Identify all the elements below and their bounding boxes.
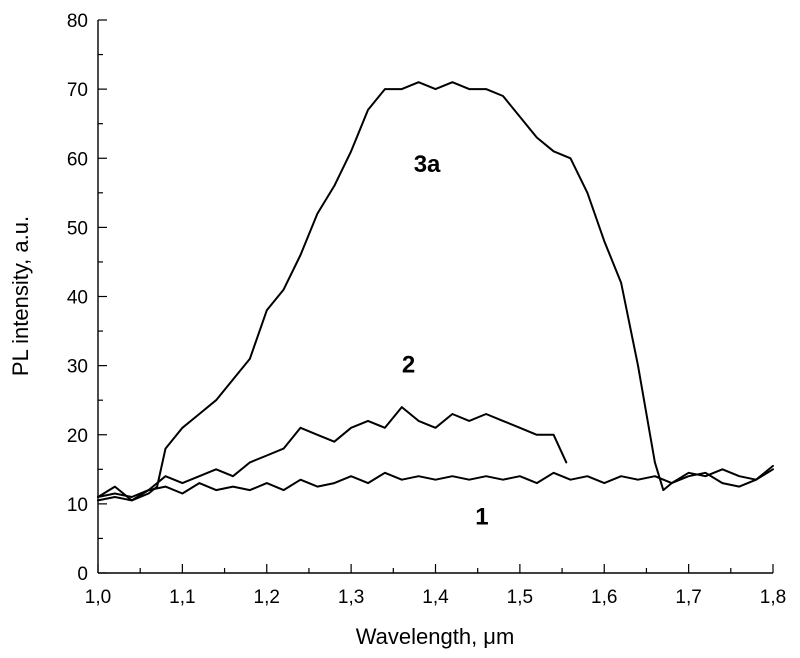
y-tick-label: 30 xyxy=(67,357,88,378)
y-tick-label: 40 xyxy=(67,288,88,309)
x-tick-label: 1,0 xyxy=(85,587,111,608)
y-tick-label: 0 xyxy=(77,564,88,585)
series-line-3a xyxy=(97,81,774,502)
y-tick-label: 10 xyxy=(67,495,88,516)
x-tick-label: 1,5 xyxy=(507,587,533,608)
y-axis-title: PL intensity, a.u. xyxy=(8,216,33,376)
x-tick-label: 1,7 xyxy=(675,587,701,608)
curve-label-3a: 3a xyxy=(414,151,441,178)
y-tick-label: 60 xyxy=(67,149,88,170)
x-axis-ticks: 1,0 1,1 1,2 1,3 1,4 1,5 1,6 1,7 1,8 xyxy=(85,564,786,608)
y-tick-label: 50 xyxy=(67,218,88,239)
x-tick-label: 1,3 xyxy=(338,587,364,608)
x-tick-label: 1,1 xyxy=(169,587,195,608)
series-line-1 xyxy=(97,468,774,502)
x-tick-label: 1,2 xyxy=(254,587,280,608)
curve-labels: 1 2 3a xyxy=(402,151,489,531)
y-tick-label: 70 xyxy=(67,80,88,101)
plot-area xyxy=(97,20,773,574)
x-tick-label: 1,6 xyxy=(591,587,617,608)
curve-label-2: 2 xyxy=(402,352,415,379)
x-tick-label: 1,8 xyxy=(760,587,786,608)
y-axis-ticks: 0 10 20 30 40 50 60 70 80 xyxy=(67,11,107,585)
x-axis-title: Wavelength, μm xyxy=(356,624,515,649)
y-tick-label: 80 xyxy=(67,11,88,32)
series-line-2 xyxy=(97,406,568,498)
x-tick-label: 1,4 xyxy=(422,587,449,608)
curve-label-1: 1 xyxy=(475,504,488,531)
y-tick-label: 20 xyxy=(67,426,88,447)
series-group xyxy=(97,81,774,502)
